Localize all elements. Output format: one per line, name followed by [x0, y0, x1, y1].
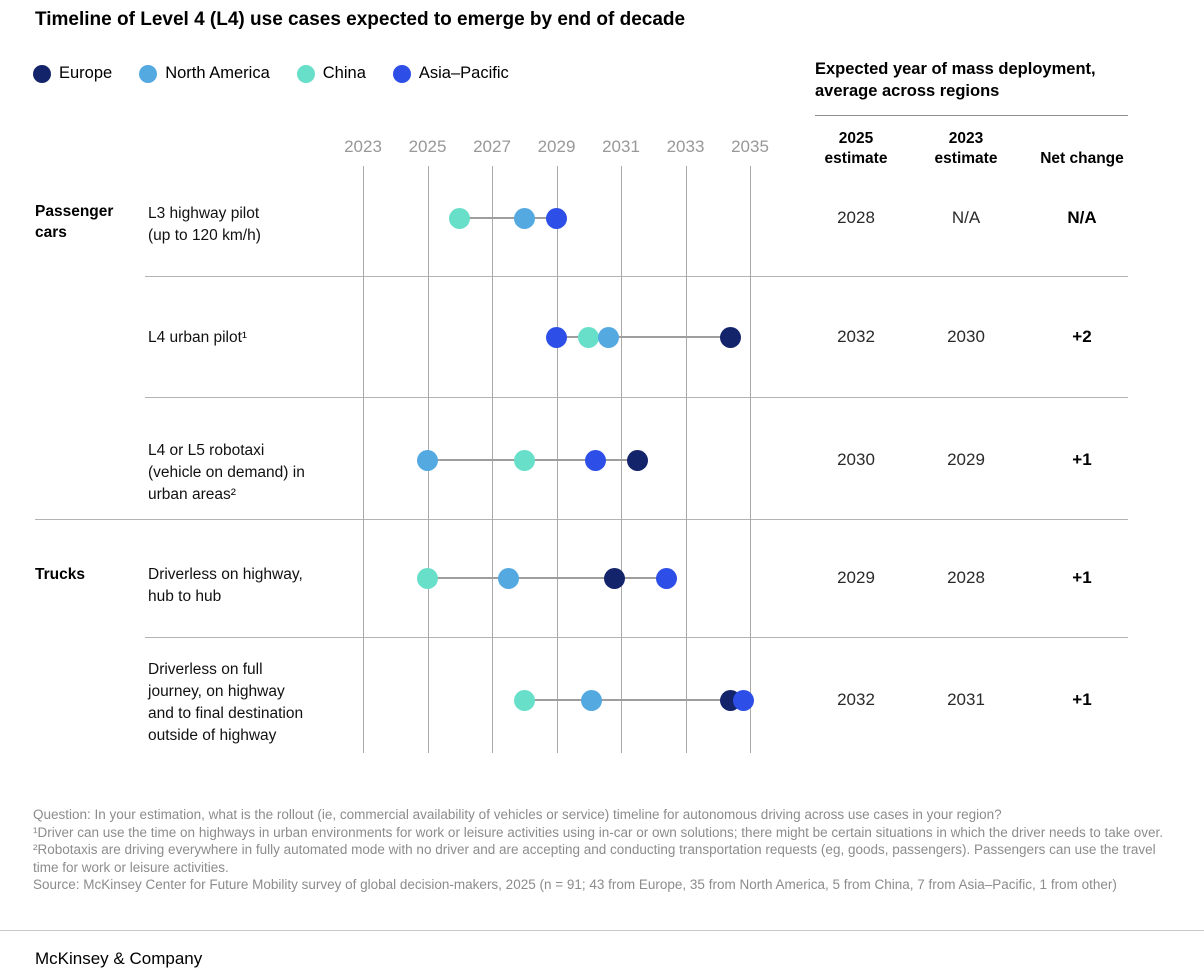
legend: Europe North America China Asia–Pacific	[33, 64, 509, 83]
europe-dot	[604, 567, 626, 589]
asia_pacific-dot	[584, 449, 606, 471]
china-dot	[513, 689, 535, 711]
gridline-2035	[750, 166, 751, 753]
group-label-passenger-cars: Passenger cars	[35, 203, 114, 241]
axis-tick-label-2029: 2029	[537, 137, 576, 156]
row-label-4: Driverless on full journey, on highway and…	[148, 661, 304, 744]
column-header-0: 2025 estimate	[824, 130, 888, 167]
table-cell-est_2025: 2032	[837, 690, 875, 709]
brand-wordmark: McKinsey & Company	[35, 949, 203, 968]
axis-tick-label-2023: 2023	[344, 137, 382, 156]
row-separator	[145, 276, 1128, 277]
gridline-2023	[363, 166, 364, 753]
legend-item-china: China	[296, 64, 366, 83]
table-cell-net_change: +1	[1072, 568, 1092, 587]
table-cell-est_2025: 2029	[837, 568, 875, 587]
axis-tick-label-2031: 2031	[602, 137, 640, 156]
table-cell-est_2023: 2029	[947, 450, 985, 469]
axis-tick-label-2033: 2033	[666, 137, 705, 156]
table-cell-net_change: +1	[1072, 690, 1092, 709]
footnote-question: Question: In your estimation, what is th…	[33, 807, 1002, 822]
legend-label: China	[322, 64, 366, 82]
table-cell-net_change: +2	[1072, 327, 1092, 346]
gridline-2033	[685, 166, 687, 753]
connector-line	[427, 577, 667, 579]
table-heading: Expected year of mass deployment, averag…	[815, 60, 1096, 100]
table-cell-est_2023: N/A	[951, 208, 981, 227]
north_america-dot	[581, 689, 603, 711]
group-label-trucks: Trucks	[35, 566, 85, 583]
row-label-3: Driverless on highway, hub to hub	[148, 566, 303, 605]
china-dot	[417, 567, 438, 589]
table-cell-est_2025: 2032	[837, 327, 875, 346]
page-title: Timeline of Level 4 (L4) use cases expec…	[35, 9, 686, 30]
group-separator	[35, 519, 1128, 520]
connector-line	[524, 699, 744, 701]
footnote-definitions: ¹Driver can use the time on highways in …	[33, 824, 1164, 875]
footnote-source: Source: McKinsey Center for Future Mobil…	[33, 877, 1117, 893]
column-header-1: 2023 estimate	[934, 130, 998, 167]
column-header-2: Net change	[1040, 150, 1124, 167]
table-cell-est_2025: 2028	[837, 208, 875, 227]
axis-tick-label-2027: 2027	[473, 137, 511, 156]
europe-dot	[720, 326, 742, 348]
asia_pacific-dot	[733, 689, 755, 711]
asia_pacific-dot	[546, 326, 567, 348]
axis-tick-label-2035: 2035	[731, 137, 769, 156]
north_america-dot	[597, 326, 619, 348]
legend-label: North America	[165, 64, 270, 82]
row-label-2: L4 or L5 robotaxi (vehicle on demand) in u…	[148, 442, 305, 503]
china-legend-dot	[296, 64, 315, 83]
row-separator	[145, 637, 1128, 638]
table-cell-est_2025: 2030	[837, 450, 875, 469]
legend-label: Europe	[59, 64, 113, 82]
asia_pacific-dot	[546, 207, 567, 229]
north_america-dot	[497, 567, 519, 589]
china-dot	[449, 207, 471, 229]
north_america-legend-dot	[139, 64, 158, 83]
table-cell-est_2023: 2031	[947, 690, 985, 709]
footnotes: Question: In your estimation, what is th…	[33, 806, 1183, 894]
legend-item-north_america: North America	[139, 64, 270, 83]
axis-tick-label-2025: 2025	[408, 137, 447, 156]
row-label-0: L3 highway pilot (up to 120 km/h)	[148, 205, 261, 244]
footer-rule	[0, 930, 1204, 931]
china-dot	[513, 449, 535, 471]
north_america-dot	[417, 449, 438, 471]
asia_pacific-legend-dot	[392, 64, 411, 83]
table-heading-rule	[815, 115, 1128, 116]
asia_pacific-dot	[655, 567, 677, 589]
legend-item-asia_pacific: Asia–Pacific	[392, 64, 509, 83]
legend-label: Asia–Pacific	[418, 64, 509, 82]
table-cell-est_2023: 2028	[947, 568, 985, 587]
table-cell-net_change: +1	[1072, 450, 1092, 469]
row-label-1: L4 urban pilot¹	[148, 329, 248, 346]
north_america-dot	[513, 207, 535, 229]
connector-line	[459, 217, 557, 219]
china-dot	[578, 326, 600, 348]
table-cell-est_2023: 2030	[947, 327, 985, 346]
europe-dot	[626, 449, 648, 471]
connector-line	[556, 336, 731, 338]
row-separator	[145, 397, 1128, 398]
europe-legend-dot	[33, 64, 51, 83]
table-cell-net_change: N/A	[1067, 208, 1097, 227]
legend-item-europe: Europe	[33, 64, 112, 83]
